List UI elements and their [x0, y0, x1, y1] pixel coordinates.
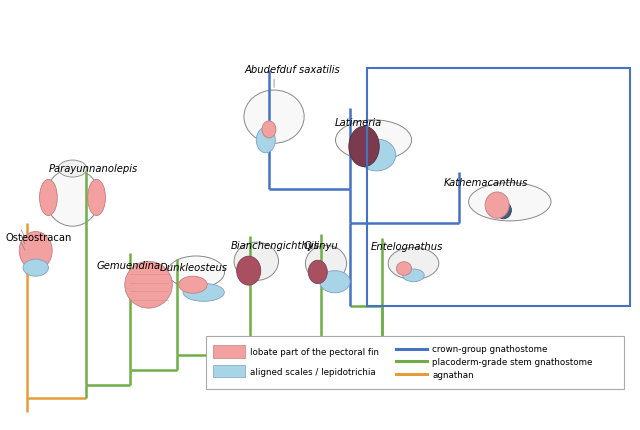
Ellipse shape — [88, 180, 106, 216]
Text: aligned scales / lepidotrichia: aligned scales / lepidotrichia — [250, 367, 376, 376]
Ellipse shape — [335, 120, 412, 161]
Ellipse shape — [319, 271, 350, 293]
Ellipse shape — [40, 180, 58, 216]
Ellipse shape — [495, 202, 511, 219]
Ellipse shape — [125, 262, 172, 308]
Text: Gemuendina: Gemuendina — [97, 261, 161, 270]
Ellipse shape — [168, 256, 225, 288]
Ellipse shape — [234, 243, 278, 281]
Ellipse shape — [308, 261, 327, 284]
Ellipse shape — [349, 127, 380, 167]
Ellipse shape — [468, 183, 551, 221]
Text: Osteostracan: Osteostracan — [6, 232, 72, 242]
Ellipse shape — [237, 257, 260, 286]
Text: crown-group gnathostome: crown-group gnathostome — [433, 344, 548, 353]
Ellipse shape — [485, 193, 509, 219]
Ellipse shape — [262, 122, 276, 138]
FancyBboxPatch shape — [205, 336, 624, 389]
Text: Dunkleosteus: Dunkleosteus — [160, 263, 228, 273]
Text: lobate part of the pectoral fin: lobate part of the pectoral fin — [250, 347, 379, 356]
Text: Qilinyu: Qilinyu — [303, 240, 338, 250]
Text: Abudefduf saxatilis: Abudefduf saxatilis — [245, 65, 340, 75]
Ellipse shape — [19, 232, 52, 270]
Text: Bianchengichthys: Bianchengichthys — [231, 240, 320, 250]
FancyBboxPatch shape — [213, 365, 245, 378]
Ellipse shape — [23, 260, 49, 276]
Ellipse shape — [256, 128, 275, 154]
Ellipse shape — [403, 269, 424, 282]
Text: Entelognathus: Entelognathus — [371, 241, 443, 251]
FancyBboxPatch shape — [213, 345, 245, 358]
Ellipse shape — [396, 262, 412, 276]
Text: Kathemacanthus: Kathemacanthus — [444, 178, 527, 187]
Text: Latimeria: Latimeria — [335, 118, 382, 128]
Text: Parayunnanolepis: Parayunnanolepis — [49, 163, 138, 173]
Ellipse shape — [45, 169, 99, 227]
Text: agnathan: agnathan — [433, 370, 474, 379]
Ellipse shape — [358, 140, 396, 172]
Ellipse shape — [58, 161, 87, 178]
Ellipse shape — [388, 248, 439, 280]
Ellipse shape — [179, 276, 207, 294]
Ellipse shape — [183, 284, 224, 301]
Text: placoderm-grade stem gnathostome: placoderm-grade stem gnathostome — [433, 357, 593, 366]
Ellipse shape — [305, 246, 347, 282]
Ellipse shape — [244, 91, 304, 144]
